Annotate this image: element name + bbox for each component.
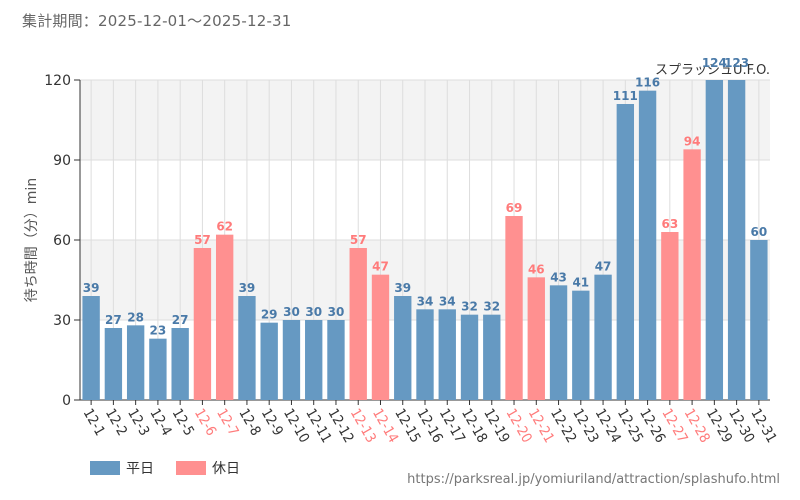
source-url: https://parksreal.jp/yomiuriland/attract… xyxy=(407,472,780,487)
x-tick-label: 12-7 xyxy=(213,406,241,439)
value-label: 47 xyxy=(595,260,612,274)
value-label: 63 xyxy=(661,217,678,231)
value-label: 43 xyxy=(550,270,567,284)
legend-swatch-weekday xyxy=(90,461,120,475)
bar-12-14 xyxy=(371,274,390,400)
bar-12-11 xyxy=(305,320,323,400)
bar-12-2 xyxy=(104,328,123,400)
value-label: 69 xyxy=(506,201,523,215)
bar-12-19 xyxy=(483,314,501,400)
bar-12-5 xyxy=(171,328,189,400)
bar-12-31 xyxy=(750,240,768,400)
bar-12-8 xyxy=(238,296,256,400)
legend-item-holiday[interactable]: 休日 xyxy=(176,458,240,478)
value-label: 41 xyxy=(572,276,589,290)
value-label: 39 xyxy=(239,281,256,295)
value-label: 46 xyxy=(528,262,545,276)
legend-label-weekday: 平日 xyxy=(126,461,154,477)
value-label: 30 xyxy=(328,305,345,319)
value-label: 32 xyxy=(461,300,478,314)
bar-12-21 xyxy=(527,277,545,400)
legend-item-weekday[interactable]: 平日 xyxy=(90,458,154,478)
bar-12-23 xyxy=(572,290,590,400)
legend-label-holiday: 休日 xyxy=(212,461,240,477)
bar-12-6 xyxy=(193,248,212,400)
y-tick-label: 30 xyxy=(53,313,71,329)
value-label: 47 xyxy=(372,260,389,274)
bar-12-22 xyxy=(549,285,568,400)
value-label: 57 xyxy=(194,233,211,247)
series-name-label: スプラッシュU.F.O. xyxy=(655,63,770,78)
bar-12-12 xyxy=(327,320,345,400)
value-label: 34 xyxy=(439,294,456,308)
x-tick-label: 12-1 xyxy=(80,406,108,439)
value-label: 27 xyxy=(105,313,122,327)
value-label: 29 xyxy=(261,308,278,322)
bar-12-26 xyxy=(638,90,657,401)
x-tick-label: 12-2 xyxy=(102,406,130,439)
bar-12-30 xyxy=(727,80,746,400)
value-label: 94 xyxy=(684,134,701,148)
value-label: 57 xyxy=(350,233,367,247)
value-label: 111 xyxy=(613,89,638,103)
bar-12-18 xyxy=(460,314,479,400)
value-label: 60 xyxy=(751,225,768,239)
value-label: 124 xyxy=(702,56,727,70)
bar-12-16 xyxy=(416,309,434,400)
value-label: 28 xyxy=(127,310,144,324)
legend-swatch-holiday xyxy=(176,461,206,475)
y-tick-label: 120 xyxy=(44,73,71,89)
x-tick-label: 12-6 xyxy=(191,406,219,439)
bar-12-15 xyxy=(394,296,412,400)
legend: 平日 休日 xyxy=(90,458,240,478)
bar-12-1 xyxy=(82,296,100,400)
bar-12-17 xyxy=(438,309,456,400)
y-tick-label: 60 xyxy=(53,233,71,249)
bar-12-20 xyxy=(505,216,523,400)
bar-12-4 xyxy=(149,338,167,400)
value-label: 39 xyxy=(394,281,411,295)
bar-12-9 xyxy=(260,322,278,400)
value-label: 116 xyxy=(635,76,660,90)
x-tick-label: 12-8 xyxy=(235,406,263,439)
y-tick-label: 90 xyxy=(53,153,71,169)
value-label: 62 xyxy=(216,220,233,234)
value-label: 27 xyxy=(172,313,189,327)
page-title: 集計期間：2025-12-01〜2025-12-31 xyxy=(22,12,292,30)
bar-12-27 xyxy=(661,232,679,400)
value-label: 30 xyxy=(283,305,300,319)
bar-12-29 xyxy=(705,80,724,400)
x-tick-label: 12-4 xyxy=(146,406,174,439)
bar-12-24 xyxy=(594,274,612,400)
bar-12-25 xyxy=(616,104,635,400)
value-label: 30 xyxy=(305,305,322,319)
value-label: 32 xyxy=(483,300,500,314)
x-tick-label: 12-3 xyxy=(124,406,152,439)
bar-12-28 xyxy=(683,149,701,400)
x-tick-label: 12-5 xyxy=(169,406,197,439)
value-label: 34 xyxy=(417,294,434,308)
y-axis-label: 待ち時間（分）min xyxy=(24,178,40,302)
value-label: 39 xyxy=(83,281,100,295)
bar-12-7 xyxy=(215,234,234,400)
y-tick-label: 0 xyxy=(62,393,71,409)
value-label: 23 xyxy=(150,324,167,338)
x-tick-label: 12-9 xyxy=(258,406,286,439)
bar-12-13 xyxy=(349,248,367,400)
bar-12-10 xyxy=(282,320,301,400)
bar-12-3 xyxy=(126,325,145,400)
value-label: 123 xyxy=(724,56,749,70)
